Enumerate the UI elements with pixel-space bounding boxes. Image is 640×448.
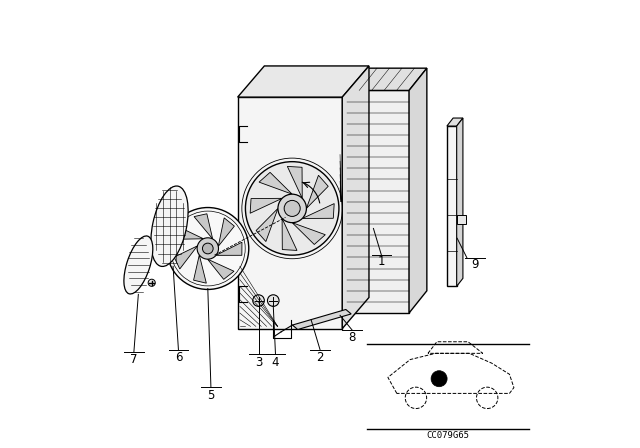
Polygon shape: [193, 255, 206, 283]
Circle shape: [167, 207, 249, 289]
Text: 9: 9: [471, 258, 479, 271]
Polygon shape: [256, 208, 278, 241]
Ellipse shape: [124, 236, 153, 294]
Circle shape: [278, 194, 307, 223]
Text: CC079G65: CC079G65: [426, 431, 470, 440]
Polygon shape: [216, 242, 242, 255]
Polygon shape: [174, 228, 204, 239]
Polygon shape: [250, 198, 282, 213]
Text: 2: 2: [316, 351, 324, 364]
Polygon shape: [174, 246, 198, 269]
Circle shape: [197, 238, 218, 259]
Circle shape: [148, 279, 156, 286]
Circle shape: [431, 370, 447, 387]
Text: 7: 7: [130, 353, 138, 366]
Polygon shape: [447, 126, 457, 286]
Circle shape: [253, 295, 264, 306]
Circle shape: [268, 295, 279, 306]
Circle shape: [245, 162, 339, 255]
Text: 1: 1: [378, 255, 385, 268]
Polygon shape: [342, 66, 369, 329]
Polygon shape: [259, 172, 292, 194]
Ellipse shape: [151, 186, 188, 267]
Polygon shape: [347, 68, 427, 90]
Polygon shape: [194, 214, 212, 239]
Polygon shape: [282, 219, 297, 250]
Polygon shape: [457, 215, 465, 224]
Polygon shape: [237, 97, 342, 329]
Text: 3: 3: [255, 356, 262, 369]
Polygon shape: [218, 218, 234, 246]
Polygon shape: [447, 118, 463, 126]
Polygon shape: [307, 175, 328, 208]
Text: 6: 6: [175, 351, 182, 364]
Text: 8: 8: [348, 331, 356, 344]
Polygon shape: [347, 90, 409, 313]
Polygon shape: [302, 203, 334, 219]
Polygon shape: [409, 68, 427, 313]
Circle shape: [202, 243, 213, 254]
Text: 5: 5: [207, 389, 214, 402]
Polygon shape: [207, 259, 234, 280]
Polygon shape: [287, 166, 302, 198]
Polygon shape: [292, 223, 325, 245]
Polygon shape: [237, 66, 369, 97]
Polygon shape: [457, 118, 463, 286]
Circle shape: [284, 200, 300, 216]
Polygon shape: [292, 310, 351, 330]
Text: 4: 4: [272, 356, 279, 369]
